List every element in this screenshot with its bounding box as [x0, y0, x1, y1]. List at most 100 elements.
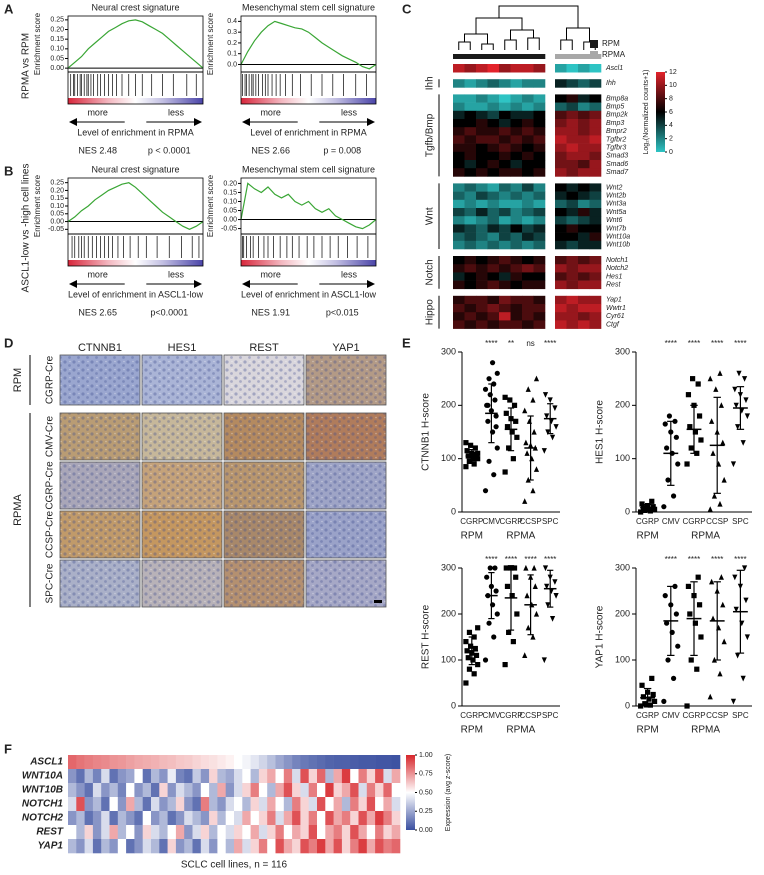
heatmap-cell	[267, 811, 276, 826]
heatmap-cell	[510, 295, 523, 305]
heatmap-cell	[308, 769, 318, 784]
y-tick-label: 0.05	[223, 207, 237, 214]
heatmap-cell	[151, 839, 160, 854]
heatmap-cell	[308, 839, 318, 854]
data-point	[733, 402, 739, 409]
data-point	[721, 476, 727, 483]
direction-label: less	[341, 107, 358, 117]
data-point	[721, 638, 727, 645]
heatmap-cell	[566, 272, 579, 281]
heatmap-cell	[533, 199, 546, 209]
heatmap-cell	[566, 79, 579, 88]
colorbar-tick-label: 12	[669, 69, 677, 76]
data-point	[694, 666, 700, 672]
heatmap-cell	[533, 304, 546, 313]
x-tick-label: CGRP	[460, 711, 483, 720]
significance-label: ****	[665, 555, 677, 564]
heatmap-cell	[476, 151, 488, 161]
heatmap-cell	[101, 825, 110, 840]
heatmap-cell	[589, 119, 602, 128]
heatmap-cell	[383, 755, 392, 770]
heatmap-cell	[308, 797, 318, 812]
data-point	[472, 445, 478, 451]
heatmap-cell	[333, 797, 343, 812]
heatmap-cell	[589, 232, 602, 242]
data-point	[489, 429, 496, 435]
heatmap-cell	[464, 224, 477, 233]
micrograph-texture	[223, 510, 305, 559]
heatmap-cell	[250, 755, 260, 770]
heatmap-cell	[126, 839, 135, 854]
heatmap-cell	[84, 839, 94, 854]
data-point	[489, 602, 496, 608]
data-point	[665, 477, 671, 483]
heatmap-cell	[325, 755, 334, 770]
micrograph-texture	[305, 354, 387, 406]
heatmap-cell	[225, 797, 235, 812]
heatmap-cell	[487, 79, 500, 88]
heatmap-cell	[589, 256, 602, 265]
heatmap-cell	[566, 304, 579, 313]
dendrogram	[458, 5, 596, 50]
chart-title: Mesenchymal stem cell signature	[242, 2, 375, 12]
heatmap-cell	[209, 797, 218, 812]
direction-label: more	[87, 269, 108, 279]
heatmap-cell	[391, 769, 401, 784]
heatmap-cell	[258, 755, 268, 770]
data-point	[741, 565, 748, 572]
gene-label: Wnt7b	[606, 225, 626, 232]
y-tick-label: 0.25	[50, 180, 64, 187]
y-tick-label: 0.1	[227, 51, 237, 58]
y-axis-label: Enrichment score	[33, 174, 42, 237]
data-point	[524, 592, 530, 599]
heatmap-cell	[267, 769, 276, 784]
heatmap-cell	[522, 135, 534, 144]
colorbar-tick-label: 0	[669, 149, 673, 156]
colorbar-label: Expression (avg z-score)	[445, 754, 452, 831]
data-point	[522, 407, 528, 414]
significance-label: ****	[734, 555, 746, 564]
data-point	[646, 506, 652, 512]
heatmap-cell	[167, 769, 177, 784]
data-point	[493, 588, 499, 594]
heatmap-cell	[333, 783, 343, 798]
heatmap-cell	[510, 183, 523, 192]
heatmap-cell	[134, 839, 143, 854]
heatmap-cell	[566, 264, 579, 273]
heatmap-cell	[267, 839, 276, 854]
heatmap-cell	[76, 769, 85, 784]
heatmap-cell	[242, 783, 251, 798]
heatmap-cell	[499, 191, 511, 201]
heatmap-cell	[533, 127, 546, 136]
x-axis-label: Level of enrichment in RPMA	[77, 127, 194, 137]
heatmap-cell	[476, 183, 488, 192]
group-label: RPM	[636, 531, 658, 542]
data-point	[553, 593, 559, 599]
heatmap-cell	[325, 783, 334, 798]
heatmap-cell	[555, 264, 567, 273]
heatmap-cell	[209, 811, 218, 826]
heatmap-cell	[84, 825, 94, 840]
panel-letter: C	[402, 1, 412, 16]
heatmap-cell	[578, 264, 590, 273]
data-point	[733, 606, 739, 613]
heatmap-cell	[275, 811, 285, 826]
y-tick-label: 0.00	[50, 218, 64, 225]
heatmap-cell	[453, 224, 465, 233]
heatmap-cell	[476, 232, 488, 242]
enrichment-curve	[67, 182, 204, 230]
heatmap-cell	[300, 755, 309, 770]
heatmap-cell	[589, 199, 602, 209]
heatmap-cell	[68, 825, 77, 840]
heatmap-cell	[578, 199, 590, 209]
heatmap-cell	[159, 839, 168, 854]
gene-label: NOTCH1	[22, 799, 64, 810]
heatmap-cell	[566, 232, 579, 242]
heatmap-cell	[533, 232, 546, 242]
significance-label: ****	[544, 555, 556, 564]
row-label: RPMA vs RPM	[21, 33, 32, 99]
heatmap-cell	[487, 143, 500, 153]
heatmap-cell	[317, 755, 326, 770]
data-point	[647, 702, 653, 708]
heatmap-cell	[510, 312, 523, 321]
